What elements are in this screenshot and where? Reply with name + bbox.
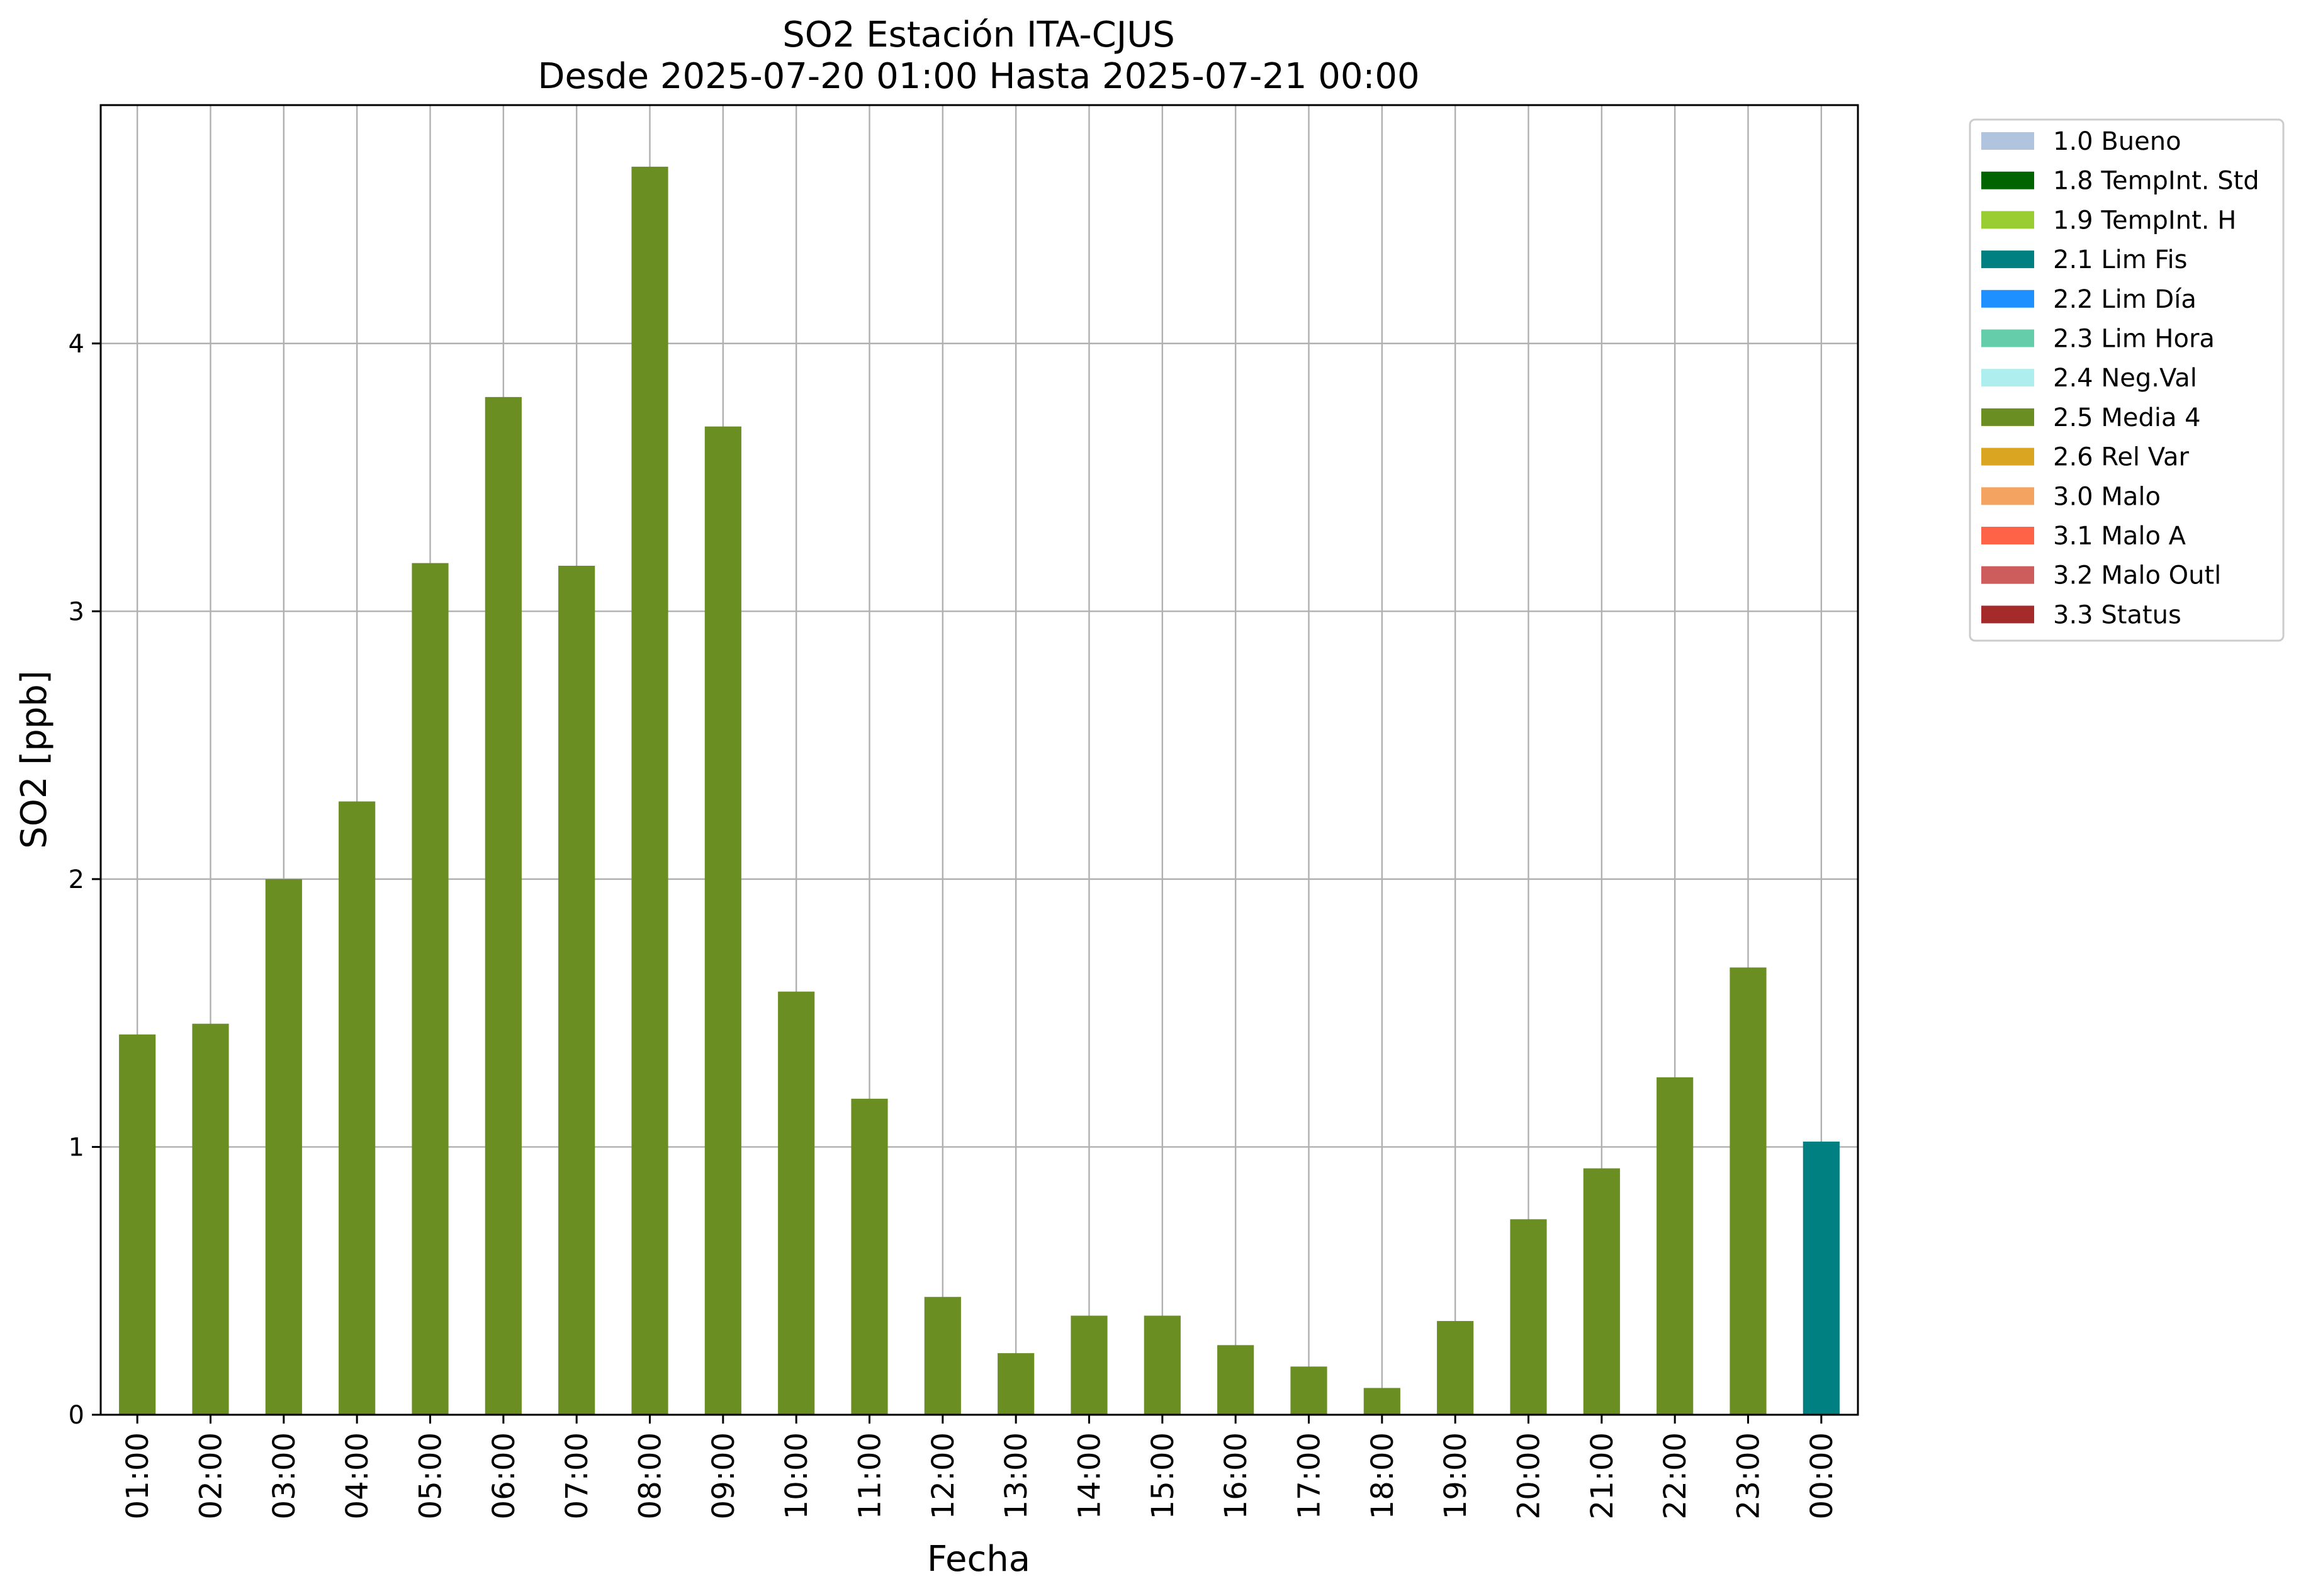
x-tick-label: 11:00	[853, 1432, 888, 1519]
bar-1200	[924, 1296, 961, 1415]
y-tick-label: 4	[69, 330, 84, 359]
legend-label: 1.8 TempInt. Std	[2053, 167, 2259, 196]
x-tick-label: 00:00	[1804, 1432, 1840, 1519]
x-tick-label: 03:00	[267, 1432, 302, 1519]
bar-0600	[485, 396, 522, 1415]
legend-swatch	[1981, 369, 2034, 387]
x-tick-label: 08:00	[633, 1432, 668, 1519]
y-axis-label: SO2 [ppb]	[14, 670, 55, 848]
bar-2100	[1583, 1168, 1620, 1415]
legend-swatch	[1981, 250, 2034, 269]
bar-1300	[998, 1353, 1035, 1415]
bar-0200	[192, 1023, 229, 1415]
legend-label: 3.0 Malo	[2053, 482, 2161, 511]
legend-swatch	[1981, 132, 2034, 150]
bar-1500	[1144, 1315, 1181, 1415]
bar-1600	[1217, 1345, 1254, 1415]
legend-swatch	[1981, 408, 2034, 426]
legend-label: 3.1 Malo A	[2053, 522, 2186, 551]
legend-label: 1.0 Bueno	[2053, 127, 2181, 156]
bar-0300	[265, 879, 302, 1415]
x-tick-label: 18:00	[1365, 1432, 1400, 1519]
chart-title-line-1: SO2 Estación ITA-CJUS	[782, 14, 1175, 55]
x-tick-label: 20:00	[1512, 1432, 1547, 1519]
y-tick-label: 2	[69, 865, 84, 894]
x-tick-label: 12:00	[926, 1432, 961, 1519]
legend-label: 2.6 Rel Var	[2053, 443, 2190, 472]
x-tick-label: 01:00	[120, 1432, 155, 1519]
y-tick-label: 3	[69, 597, 84, 626]
legend-swatch	[1981, 527, 2034, 544]
bar-1400	[1071, 1315, 1108, 1415]
bar-1000	[778, 991, 815, 1415]
x-tick-label: 23:00	[1731, 1432, 1767, 1519]
legend-swatch	[1981, 329, 2034, 347]
legend-label: 2.5 Media 4	[2053, 403, 2201, 432]
x-tick-label: 21:00	[1585, 1432, 1620, 1519]
legend-label: 2.4 Neg.Val	[2053, 364, 2197, 393]
bar-0000	[1803, 1141, 1840, 1415]
legend-label: 3.3 Status	[2053, 600, 2181, 629]
x-tick-label: 13:00	[999, 1432, 1034, 1519]
y-axis-ticks: 0 1 2 3 4	[69, 330, 101, 1430]
legend-label: 2.1 Lim Fis	[2053, 245, 2187, 274]
legend-swatch	[1981, 211, 2034, 229]
x-tick-label: 07:00	[560, 1432, 595, 1519]
bar-1800	[1363, 1388, 1400, 1415]
bar-2200	[1657, 1077, 1694, 1415]
x-tick-label: 05:00	[414, 1432, 449, 1519]
x-tick-label: 06:00	[487, 1432, 522, 1519]
legend-swatch	[1981, 289, 2034, 308]
legend-label: 3.2 Malo Outl	[2053, 561, 2221, 590]
x-tick-label: 17:00	[1292, 1432, 1327, 1519]
x-tick-label: 22:00	[1658, 1432, 1693, 1519]
bar-series	[119, 166, 1840, 1415]
legend-swatch	[1981, 566, 2034, 584]
x-tick-label: 02:00	[194, 1432, 229, 1519]
bar-1900	[1437, 1321, 1474, 1415]
x-tick-label: 14:00	[1072, 1432, 1108, 1519]
x-tick-label: 19:00	[1438, 1432, 1473, 1519]
x-tick-label: 16:00	[1218, 1432, 1254, 1519]
legend-label: 2.2 Lim Día	[2053, 285, 2197, 314]
bar-1100	[851, 1098, 888, 1415]
y-tick-label: 1	[69, 1133, 84, 1162]
bar-0500	[412, 563, 449, 1415]
x-axis-label: Fecha	[927, 1539, 1030, 1580]
y-tick-label: 0	[69, 1401, 84, 1430]
bar-0700	[558, 565, 595, 1415]
legend-frame	[1969, 118, 2285, 642]
bar-0400	[339, 801, 376, 1415]
legend: 1.0 Bueno 1.8 TempInt. Std 1.9 TempInt. H 2…	[1969, 118, 2285, 642]
bar-1700	[1290, 1366, 1327, 1415]
legend-swatch	[1981, 605, 2034, 624]
legend-label: 2.3 Lim Hora	[2053, 325, 2215, 354]
legend-swatch	[1981, 171, 2034, 189]
legend-swatch	[1981, 447, 2034, 466]
plot-area-frame	[99, 104, 1859, 1416]
legend-swatch	[1981, 487, 2034, 505]
legend-label: 1.9 TempInt. H	[2053, 206, 2236, 235]
bar-0800	[631, 166, 668, 1415]
bar-0100	[119, 1034, 156, 1415]
chart-title-line-2: Desde 2025-07-20 01:00 Hasta 2025-07-21 …	[537, 56, 1419, 97]
bar-0900	[704, 426, 741, 1415]
bar-2300	[1730, 967, 1767, 1415]
x-tick-label: 15:00	[1145, 1432, 1181, 1519]
x-tick-label: 09:00	[706, 1432, 741, 1519]
bar-2000	[1510, 1219, 1547, 1415]
x-tick-label: 10:00	[779, 1432, 814, 1519]
x-tick-label: 04:00	[340, 1432, 375, 1519]
x-axis-ticks: 01:00 02:00 03:00 04:00 05:00 06:00 07:00 08:00…	[120, 1415, 1840, 1519]
